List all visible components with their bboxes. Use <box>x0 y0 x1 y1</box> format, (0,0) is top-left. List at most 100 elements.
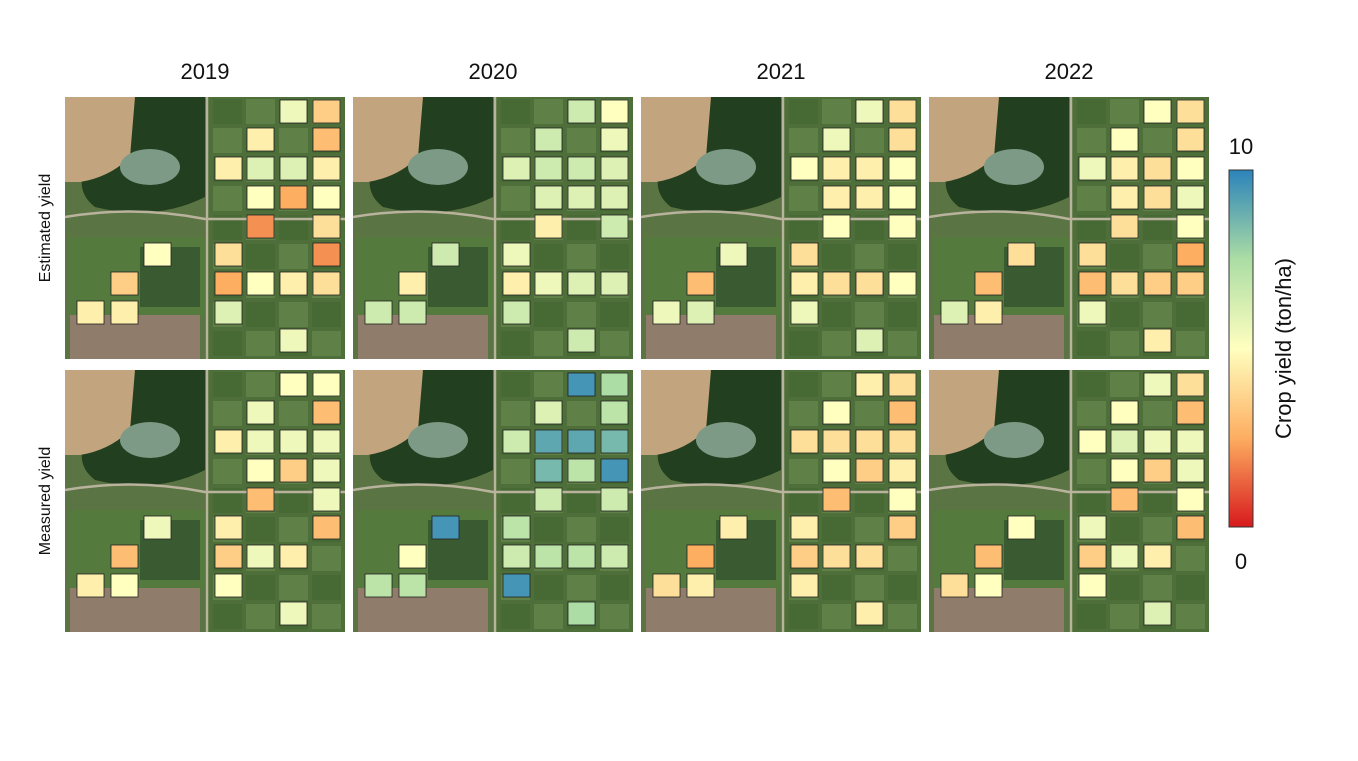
yield-plot <box>431 515 460 540</box>
crop-plot <box>1110 99 1139 124</box>
yield-plot <box>214 573 243 598</box>
crop-plot <box>1110 244 1139 269</box>
yield-plot <box>214 429 243 454</box>
yield-plot <box>1078 515 1107 540</box>
yield-plot <box>502 515 531 540</box>
crop-plot <box>279 302 308 327</box>
yield-plot <box>822 271 851 296</box>
yield-plot <box>246 214 275 239</box>
yield-plot <box>246 429 275 454</box>
pond <box>696 422 756 458</box>
yield-plot <box>279 372 308 397</box>
yield-plot <box>1143 458 1172 483</box>
yield-plot <box>1176 99 1205 124</box>
crop-plot <box>501 99 530 124</box>
crop-plot <box>501 459 530 484</box>
yield-plot <box>279 458 308 483</box>
crop-plot <box>822 604 851 629</box>
yield-plot <box>534 214 563 239</box>
yield-plot <box>1110 458 1139 483</box>
crop-plot <box>888 302 917 327</box>
yield-plot <box>279 185 308 210</box>
crop-plot <box>567 128 596 153</box>
crop-plot <box>1077 401 1106 426</box>
crop-plot <box>213 186 242 211</box>
yield-plot <box>567 429 596 454</box>
yield-plot <box>790 515 819 540</box>
crop-plot <box>600 244 629 269</box>
yield-plot <box>502 300 531 325</box>
colorbar-tick-label: 10 <box>1229 134 1253 159</box>
crop-plot <box>213 331 242 356</box>
crop-plot <box>600 604 629 629</box>
yield-plot <box>855 156 884 181</box>
crop-plot <box>855 302 884 327</box>
yield-plot <box>822 429 851 454</box>
crop-plot <box>1143 244 1172 269</box>
yield-plot <box>279 271 308 296</box>
yield-plot <box>790 242 819 267</box>
crop-plot <box>501 331 530 356</box>
yield-plot <box>888 185 917 210</box>
crop-plot <box>213 604 242 629</box>
crop-plot <box>600 575 629 600</box>
yield-plot <box>600 99 629 124</box>
yield-plot <box>1007 242 1036 267</box>
crop-plot <box>822 244 851 269</box>
yield-plot <box>822 400 851 425</box>
yield-plot <box>652 300 681 325</box>
yield-plot <box>600 185 629 210</box>
crop-plot <box>279 244 308 269</box>
yield-plot <box>534 458 563 483</box>
crop-plot <box>534 99 563 124</box>
crop-plot <box>1143 302 1172 327</box>
yield-plot <box>790 300 819 325</box>
crop-plot <box>501 401 530 426</box>
yield-plot <box>855 429 884 454</box>
yield-plot <box>312 242 341 267</box>
yield-plot <box>567 601 596 626</box>
yield-plot <box>312 400 341 425</box>
yield-plot <box>312 99 341 124</box>
crop-plot <box>246 604 275 629</box>
yield-plot <box>888 214 917 239</box>
yield-plot <box>719 515 748 540</box>
yield-plot <box>940 300 969 325</box>
yield-plot <box>1176 400 1205 425</box>
yield-plot <box>855 544 884 569</box>
crop-plot <box>1143 575 1172 600</box>
pond <box>984 422 1044 458</box>
yield-plot <box>567 271 596 296</box>
colorbar-tick-label: 0 <box>1235 549 1247 574</box>
yield-plot <box>1110 271 1139 296</box>
crop-plot <box>1143 401 1172 426</box>
crop-plot <box>312 604 341 629</box>
tan-field <box>641 97 711 182</box>
crop-plot <box>1176 604 1205 629</box>
yield-plot <box>1110 127 1139 152</box>
yield-plot <box>686 544 715 569</box>
column-title: 2021 <box>757 59 806 84</box>
yield-plot <box>1176 515 1205 540</box>
yield-plot <box>1176 214 1205 239</box>
yield-plot <box>1078 429 1107 454</box>
aerial-image <box>640 370 921 632</box>
yield-plot <box>888 99 917 124</box>
yield-plot <box>790 156 819 181</box>
crop-plot <box>1176 331 1205 356</box>
yield-plot <box>312 214 341 239</box>
crop-plot <box>279 401 308 426</box>
yield-plot <box>652 573 681 598</box>
crop-plot <box>789 604 818 629</box>
yield-plot <box>822 458 851 483</box>
crop-plot <box>534 372 563 397</box>
yield-plot <box>246 487 275 512</box>
aerial-image <box>640 97 921 359</box>
crop-plot <box>1077 372 1106 397</box>
crop-plot <box>888 546 917 571</box>
row-label: Measured yield <box>37 447 54 556</box>
yield-plot <box>855 458 884 483</box>
colorbar <box>1228 169 1254 528</box>
crop-plot <box>312 331 341 356</box>
yield-plot <box>974 573 1003 598</box>
